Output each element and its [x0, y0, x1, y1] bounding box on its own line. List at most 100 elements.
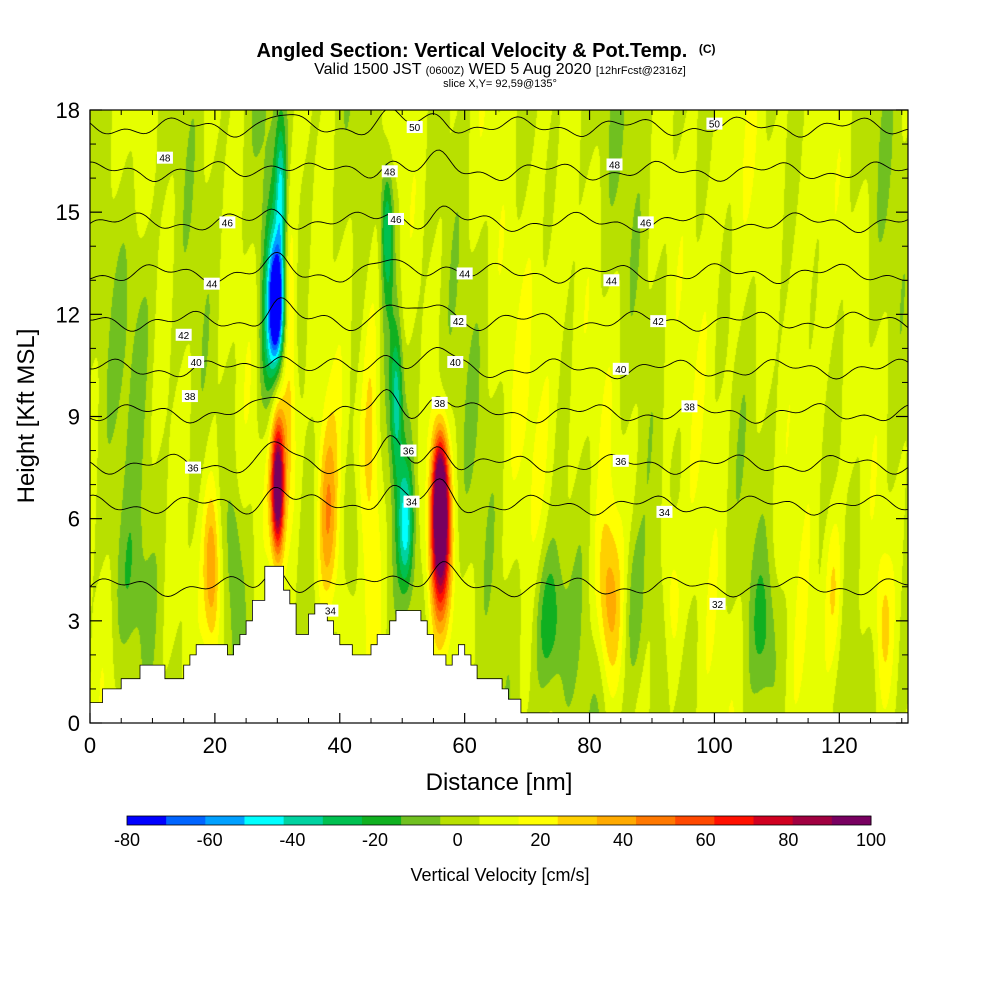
y-tick-label: 18 — [56, 98, 80, 123]
valid-zulu: (0600Z) — [426, 65, 465, 77]
forecast-info: [12hrFcst@2316z] — [596, 65, 686, 77]
y-tick-label: 15 — [56, 200, 80, 225]
contour-label-bg — [456, 267, 473, 280]
velocity-field — [90, 110, 908, 723]
svg-text:Valid 1500 JST (0600Z): Valid 1500 JST (0600Z) WED 5 Aug 2020 [1… — [314, 61, 686, 78]
colorbar-swatch — [401, 816, 441, 825]
contour-line — [90, 297, 908, 332]
contour-label: 36 — [400, 444, 417, 458]
colorbar-swatch — [518, 816, 559, 825]
contour-line — [90, 435, 908, 475]
contour-label-text: 36 — [403, 447, 415, 458]
x-tick-label: 20 — [203, 733, 227, 758]
contour-label-bg — [381, 165, 398, 178]
contour-label-bg — [612, 362, 629, 375]
y-tick-label: 9 — [68, 405, 80, 430]
contour-line — [90, 347, 908, 380]
contour-label-text: 38 — [434, 399, 446, 410]
colorbar-tick-label: 80 — [778, 830, 798, 850]
contour-label-text: 50 — [409, 123, 421, 134]
contour-label: 46 — [219, 216, 236, 229]
contour-line — [90, 561, 908, 598]
contour-line — [90, 478, 908, 516]
colorbar: -80 -60 -40 -20 0 20 40 60 80 100 — [114, 815, 886, 850]
contour-label-text: 50 — [709, 120, 721, 131]
colorbar-swatch — [283, 816, 324, 825]
slice-info: slice X,Y= 92,59@135° — [443, 78, 557, 90]
colorbar-swatch — [675, 816, 715, 825]
contour-label-text: 36 — [187, 464, 199, 475]
contour-labels: 50 50 48 48 48 46 46 46 44 44 44 42 42 42 40 40 40 38 38 38… — [156, 117, 726, 618]
contour-label-bg — [706, 117, 723, 130]
contour-label-text: 46 — [390, 215, 402, 226]
title-block: Angled Section: Vertical Velocity & Pot.… — [256, 40, 715, 90]
contour-label-bg — [403, 495, 420, 508]
colorbar-tick-label: 60 — [696, 830, 716, 850]
x-axis: 0 20 40 60 80 100 120 — [84, 110, 903, 758]
colorbar-swatch — [205, 816, 245, 825]
colorbar-swatch — [753, 816, 794, 825]
colorbar-tick-label: -80 — [114, 830, 140, 850]
contour-label: 48 — [381, 165, 398, 178]
contour-label-bg — [219, 216, 236, 229]
contour-label: 48 — [606, 158, 623, 171]
contour-label-text: 44 — [606, 276, 618, 287]
contour-label: 38 — [431, 396, 448, 410]
colorbar-tick-label: -20 — [362, 830, 388, 850]
contour-label-bg — [637, 216, 654, 229]
chart-title: Angled Section: Vertical Velocity & Pot.… — [256, 40, 687, 62]
contour-label-text: 48 — [384, 167, 396, 178]
contour-label: 40 — [188, 356, 205, 369]
colorbar-swatch — [479, 816, 520, 825]
colorbar-swatch — [127, 816, 167, 825]
contour-label: 48 — [156, 151, 173, 165]
contour-label: 34 — [656, 505, 673, 519]
colorbar-swatch — [714, 816, 755, 825]
contour-label-text: 44 — [459, 269, 471, 280]
contour-label-bg — [175, 328, 192, 341]
contour-label-bg — [603, 274, 620, 287]
y-tick-label: 0 — [68, 711, 80, 736]
colorbar-label: Vertical Velocity [cm/s] — [410, 865, 589, 885]
colorbar-tick-label: 20 — [530, 830, 550, 850]
x-tick-label: 40 — [328, 733, 352, 758]
contour-line — [90, 205, 908, 234]
colorbar-tick-label: 0 — [453, 830, 463, 850]
x-axis-label: Distance [nm] — [426, 769, 573, 796]
contour-line — [90, 110, 908, 138]
colorbar-tick-label: -60 — [197, 830, 223, 850]
y-tick-label: 12 — [56, 302, 80, 327]
x-tick-label: 80 — [577, 733, 601, 758]
colorbar-tick-label: -40 — [279, 830, 305, 850]
contour-label-bg — [606, 158, 623, 171]
contour-label: 44 — [603, 274, 620, 287]
contour-label-bg — [181, 390, 198, 403]
contour-label-text: 40 — [615, 365, 627, 376]
contour-label-bg — [322, 604, 339, 617]
contour-label-text: 44 — [206, 280, 218, 291]
contour-label: 50 — [406, 121, 423, 134]
contour-label-bg — [447, 356, 464, 369]
contour-label-bg — [709, 597, 726, 610]
contour-label-bg — [185, 461, 202, 474]
contour-label-bg — [387, 212, 404, 225]
contour-label: 42 — [650, 315, 667, 328]
contour-label-bg — [450, 315, 467, 328]
plot-area: 50 50 48 48 48 46 46 46 44 44 44 42 42 42 40 40 40 38 38 38… — [90, 110, 908, 723]
colorbar-swatch — [596, 816, 637, 825]
x-tick-label: 100 — [696, 733, 733, 758]
contour-label-text: 36 — [615, 457, 627, 468]
contour-label: 40 — [612, 362, 629, 376]
contour-label: 38 — [181, 390, 198, 403]
y-tick-label: 6 — [68, 507, 80, 532]
contour-label: 34 — [322, 604, 339, 618]
contour-label-bg — [431, 396, 448, 409]
contour-label-text: 46 — [222, 218, 234, 229]
contour-label-text: 40 — [191, 358, 203, 369]
terrain — [90, 565, 908, 723]
colorbar-tick-label: 100 — [856, 830, 886, 850]
contour-label-bg — [406, 121, 423, 134]
contour-label-bg — [156, 151, 173, 164]
